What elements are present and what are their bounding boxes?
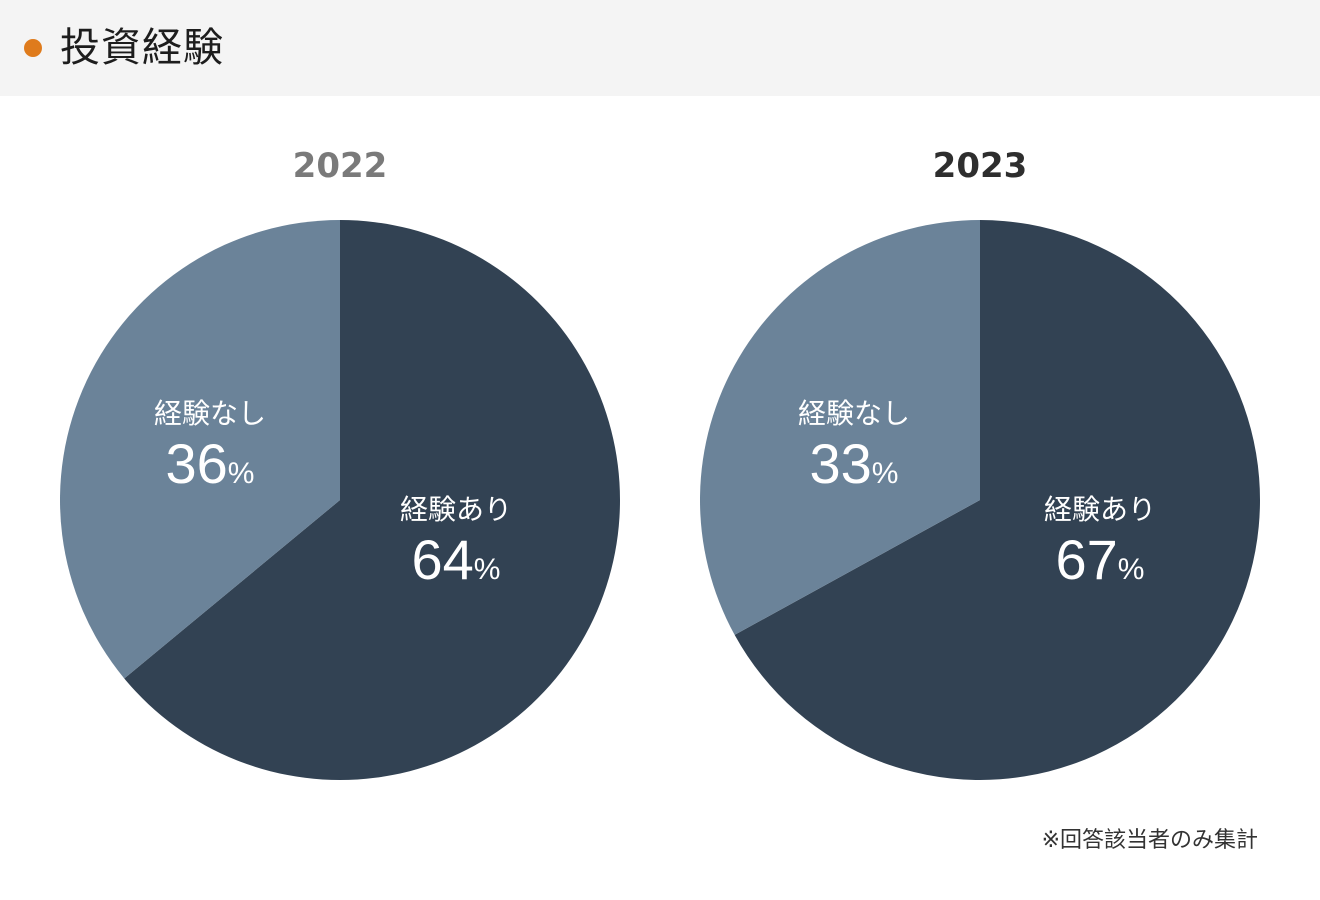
pie-chart-2022: 2022 経験あり 64% 経験なし 36%: [40, 130, 640, 810]
slice-value-unit: %: [871, 457, 899, 490]
slice-value-unit: %: [473, 553, 501, 586]
slice-value: 36%: [100, 432, 320, 506]
pie-slice-no: [700, 220, 980, 635]
pie-chart-svg: [59, 220, 621, 780]
slice-label-no: 経験なし 33%: [744, 396, 964, 506]
header-bar: 投資経験: [0, 0, 1320, 96]
slice-label-yes: 経験あり 64%: [346, 492, 566, 602]
pie-slice-no: [59, 220, 340, 679]
slice-value: 33%: [744, 432, 964, 506]
slice-name: 経験あり: [1043, 493, 1156, 526]
slice-value-number: 33: [809, 432, 872, 495]
slice-name: 経験あり: [399, 493, 512, 526]
slice-label-yes: 経験あり 67%: [990, 492, 1210, 602]
slice-value: 67%: [990, 528, 1210, 602]
slice-value-number: 36: [165, 432, 228, 495]
chart-title: 2022: [292, 146, 388, 186]
pie-slice-yes: [734, 220, 1260, 780]
footnote: ※回答該当者のみ集計: [1041, 828, 1258, 853]
pie-chart-svg: [700, 220, 1260, 780]
slice-name: 経験なし: [797, 397, 910, 430]
page-title: 投資経験: [60, 25, 224, 71]
pie-slice-yes: [124, 220, 621, 780]
chart-title: 2023: [932, 146, 1028, 186]
slice-label-no: 経験なし 36%: [100, 396, 320, 506]
slice-value: 64%: [346, 528, 566, 602]
pie-chart-2023: 2023 経験あり 67% 経験なし 33%: [680, 130, 1280, 810]
slice-value-unit: %: [1117, 553, 1145, 586]
slice-value-unit: %: [227, 457, 255, 490]
slice-name: 経験なし: [153, 397, 266, 430]
slice-value-number: 64: [411, 528, 474, 591]
slice-value-number: 67: [1055, 528, 1118, 591]
bullet-dot-icon: [24, 39, 42, 57]
